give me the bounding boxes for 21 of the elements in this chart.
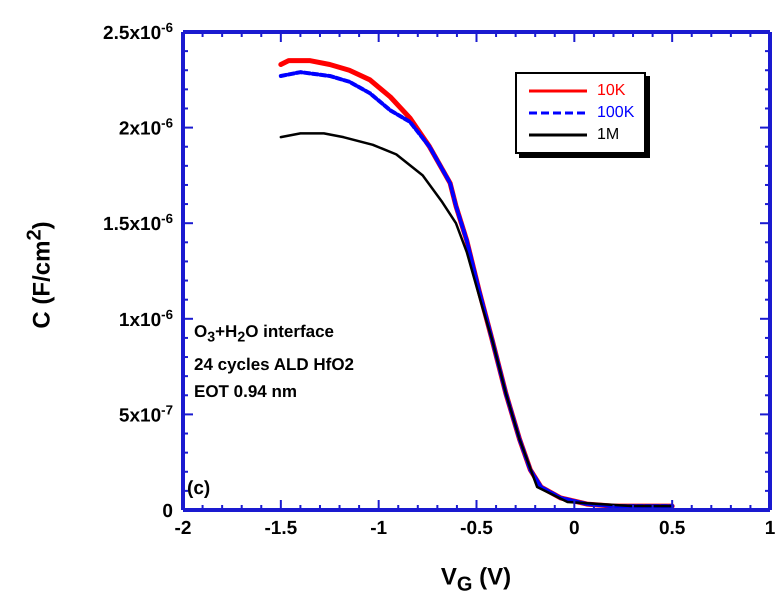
y-tick-label: 2x10$^{-6}$ [118,115,173,140]
y-tick-label: 0 [162,501,173,522]
x-tick-label: 1 [764,518,775,539]
annotation: (c) [187,478,210,500]
legend-label: 1M [597,126,620,144]
x-tick-label: -2 [174,518,192,539]
annotation: 24 cycles ALD HfO2 [194,354,354,376]
annotation: O$_{3}$+H$_{2}$O interface [194,321,336,348]
legend-label: 100K [597,104,634,122]
legend-label: 10K [597,82,626,100]
y-tick-label: 5x10$^{-7}$ [118,402,173,426]
y-tick-label: 2.5x10$^{-6}$ [103,20,173,44]
x-tick-label: 0.5 [658,518,686,539]
x-tick-label: -0.5 [460,518,494,539]
x-tick-label: -1.5 [264,518,298,539]
x-tick-label: 0 [569,518,580,539]
annotation: EOT 0.94 nm [194,381,298,404]
y-tick-label: 1x10$^{-6}$ [118,306,173,331]
y-tick-label: 1.5x10$^{-6}$ [103,210,173,236]
x-tick-label: -1 [370,518,388,539]
x-axis-title: V$_{G}$ (V) [440,564,512,596]
